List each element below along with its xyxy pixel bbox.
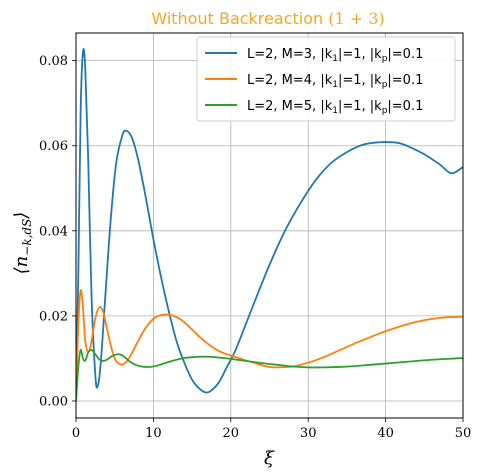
x-tick-label: 0	[72, 426, 80, 441]
chart-title-main: Without Backreaction	[151, 9, 328, 28]
x-tick-label: 50	[455, 426, 472, 441]
legend-item: L=2, M=4, |k1|=1, |kp|=0.1	[205, 73, 423, 90]
legend-label-sub: 1	[332, 106, 338, 116]
legend-label: L=2, M=4, |k1|=1, |kp|=0.1	[247, 73, 423, 90]
legend-item: L=2, M=5, |k1|=1, |kp|=0.1	[205, 99, 423, 116]
y-tick-label: 0.02	[39, 309, 68, 324]
legend-label-part: |=0.1	[387, 47, 423, 62]
x-axis-label: ξ	[264, 448, 275, 469]
series-line	[76, 348, 463, 402]
legend-label-sub: p	[382, 106, 388, 116]
legend-label: L=2, M=5, |k1|=1, |kp|=0.1	[247, 99, 423, 116]
legend-label-part: L=2, M=3, |k	[247, 47, 333, 62]
x-tick-label: 30	[300, 426, 317, 441]
x-tick-label: 20	[223, 426, 240, 441]
y-label-n: n	[11, 256, 32, 268]
legend-label-part: L=2, M=5, |k	[247, 99, 333, 114]
legend-label-sub: 1	[332, 80, 338, 90]
y-label-sub: −k,dS	[20, 219, 34, 256]
legend-box	[196, 36, 456, 122]
legend-label-sub: p	[382, 54, 388, 64]
legend-label-part: |=1, |k	[338, 99, 382, 114]
ticks: 0 10 20 30 40 50 0.00 0.02 0.04 0.06 0.08	[39, 54, 471, 441]
y-label-close: ⟩	[11, 212, 32, 220]
y-label-open: ⟨	[11, 266, 32, 274]
y-tick-label: 0.06	[39, 139, 68, 154]
legend-label-sub: p	[382, 80, 388, 90]
legend-label-sub: 1	[332, 54, 338, 64]
series-layer	[76, 48, 463, 402]
y-axis-label: ⟨n−k,dS⟩	[11, 212, 34, 275]
legend: L=2, M=3, |k1|=1, |kp|=0.1 L=2, M=4, |k1…	[196, 36, 456, 122]
chart-title-math: (1 + 3)	[328, 9, 384, 28]
series-line	[76, 289, 463, 402]
x-tick-label: 10	[145, 426, 162, 441]
y-tick-label: 0.04	[39, 224, 68, 239]
legend-label-part: |=1, |k	[338, 73, 382, 88]
y-tick-label: 0.08	[39, 54, 68, 69]
legend-item: L=2, M=3, |k1|=1, |kp|=0.1	[205, 47, 423, 64]
chart-title: Without Backreaction (1 + 3)	[151, 9, 384, 28]
legend-label-part: L=2, M=4, |k	[247, 73, 333, 88]
legend-label-part: |=0.1	[387, 99, 423, 114]
x-tick-label: 40	[377, 426, 394, 441]
plot-frame	[75, 32, 464, 419]
y-tick-label: 0.00	[39, 394, 68, 409]
legend-label-part: |=0.1	[387, 73, 423, 88]
legend-label: L=2, M=3, |k1|=1, |kp|=0.1	[247, 47, 423, 64]
legend-label-part: |=1, |k	[338, 47, 382, 62]
